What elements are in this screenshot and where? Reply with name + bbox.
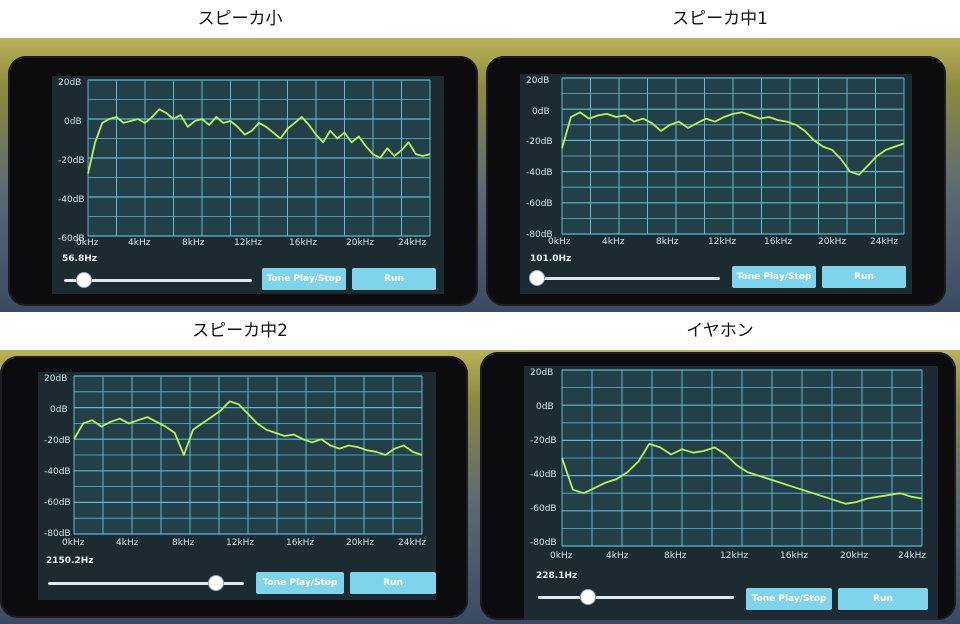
device-bezel: 20dB 0dB -20dB -40dB -60dB -80dB 0kHz 4k… [0,356,468,618]
x-label-4khz: 4kHz [116,538,139,548]
y-label-minus40db: -40dB [530,470,557,480]
x-label-0khz: 0kHz [62,538,85,548]
device-bezel: 20dB 0dB -20dB -40dB -60dB -80dB 0kHz 4k… [486,56,946,306]
x-label-8khz: 8kHz [182,238,205,248]
x-label-12khz: 12kHz [708,237,737,247]
tone-play-stop-button[interactable]: Tone Play/Stop [256,572,344,594]
frequency-slider-knob[interactable] [528,270,545,286]
x-label-8khz: 8kHz [172,538,195,548]
run-button[interactable]: Run [822,266,906,288]
x-label-8khz: 8kHz [664,551,687,561]
y-label-0db: 0dB [64,117,82,127]
frequency-slider[interactable] [538,596,734,599]
x-label-4khz: 4kHz [128,238,151,248]
tone-play-stop-button[interactable]: Tone Play/Stop [746,588,832,610]
frequency-response-chart [87,79,431,237]
x-label-0khz: 0kHz [548,237,571,247]
y-label-minus20db: -20dB [58,156,85,166]
panel-caption: スピーカ小 [197,9,283,29]
response-curve [73,400,423,456]
x-label-12khz: 12kHz [234,238,263,248]
panel-caption: イヤホン [686,321,754,341]
panel-speaker-mid1: スピーカ中1 20dB 0dB -20dB -40dB -60dB -80dB … [480,0,960,312]
x-label-16khz: 16kHz [286,538,315,548]
y-label-minus40db: -40dB [58,195,85,205]
frequency-slider-knob[interactable] [580,589,596,605]
x-label-24khz: 24kHz [898,551,927,561]
y-label-20db: 20dB [526,76,550,86]
tone-play-stop-button[interactable]: Tone Play/Stop [732,266,816,288]
y-label-minus80db: -80dB [530,538,557,548]
run-button[interactable]: Run [838,588,928,610]
frequency-response-chart [561,369,923,547]
x-label-0khz: 0kHz [550,551,573,561]
x-label-16khz: 16kHz [780,551,809,561]
panel-speaker-small: スピーカ小 20dB 0dB -20dB -40dB -60dB 0kHz 4k… [0,0,480,312]
frequency-readout: 2150.2Hz [46,556,94,566]
panel-speaker-mid2: スピーカ中2 20dB 0dB -20dB -40dB -60dB -80dB … [0,312,480,624]
panel-earphone: イヤホン 20dB 0dB -20dB -40dB -60dB -80dB 0k… [480,312,960,624]
y-label-0db: 0dB [536,402,554,412]
x-label-16khz: 16kHz [764,237,793,247]
y-label-20db: 20dB [44,374,68,384]
y-label-minus20db: -20dB [526,137,553,147]
x-label-24khz: 24kHz [398,538,427,548]
y-label-minus40db: -40dB [526,168,553,178]
frequency-response-chart [561,77,905,235]
device-bezel: 20dB 0dB -20dB -40dB -60dB 0kHz 4kHz 8kH… [8,56,478,306]
frequency-readout: 101.0Hz [530,254,572,264]
x-label-12khz: 12kHz [720,551,749,561]
frequency-slider-knob[interactable] [75,272,92,288]
lcd-screen: 20dB 0dB -20dB -40dB -60dB 0kHz 4kHz 8kH… [52,76,444,294]
device-bezel: 20dB 0dB -20dB -40dB -60dB -80dB 0kHz 4k… [480,352,956,620]
frequency-slider-knob[interactable] [207,575,224,591]
lcd-screen: 20dB 0dB -20dB -40dB -60dB -80dB 0kHz 4k… [38,372,436,600]
response-curve [87,108,431,174]
y-label-20db: 20dB [58,78,82,88]
y-label-0db: 0dB [50,405,68,415]
frequency-response-chart [73,375,423,535]
y-label-minus20db: -20dB [44,436,71,446]
x-label-4khz: 4kHz [606,551,629,561]
lcd-screen: 20dB 0dB -20dB -40dB -60dB -80dB 0kHz 4k… [524,366,938,620]
frequency-readout: 228.1Hz [536,571,578,581]
x-label-20khz: 20kHz [346,538,375,548]
x-label-20khz: 20kHz [840,551,869,561]
x-label-24khz: 24kHz [398,238,427,248]
x-label-20khz: 20kHz [346,238,375,248]
run-button[interactable]: Run [350,572,436,594]
y-label-minus40db: -40dB [44,467,71,477]
response-curve [561,111,905,176]
frequency-slider[interactable] [532,277,720,280]
y-label-minus80db: -80dB [44,529,71,539]
y-label-0db: 0dB [532,107,550,117]
frequency-slider[interactable] [48,582,244,585]
x-label-12khz: 12kHz [226,538,255,548]
response-curve [561,443,923,505]
x-label-16khz: 16kHz [289,238,318,248]
y-label-minus60db: -60dB [58,234,85,244]
x-label-24khz: 24kHz [870,237,899,247]
run-button[interactable]: Run [352,268,436,290]
x-label-8khz: 8kHz [656,237,679,247]
lcd-screen: 20dB 0dB -20dB -40dB -60dB -80dB 0kHz 4k… [520,74,912,294]
tone-play-stop-button[interactable]: Tone Play/Stop [262,268,346,290]
x-label-0khz: 0kHz [76,238,99,248]
y-label-minus60db: -60dB [526,199,553,209]
frequency-slider[interactable] [64,279,252,282]
frequency-readout: 56.8Hz [62,254,97,264]
panel-caption: スピーカ中1 [672,9,768,29]
y-label-minus60db: -60dB [530,504,557,514]
y-label-minus60db: -60dB [44,498,71,508]
x-label-4khz: 4kHz [602,237,625,247]
x-label-20khz: 20kHz [818,237,847,247]
y-label-20db: 20dB [530,368,554,378]
y-label-minus20db: -20dB [530,436,557,446]
panel-caption: スピーカ中2 [192,321,288,341]
y-label-minus80db: -80dB [526,230,553,240]
